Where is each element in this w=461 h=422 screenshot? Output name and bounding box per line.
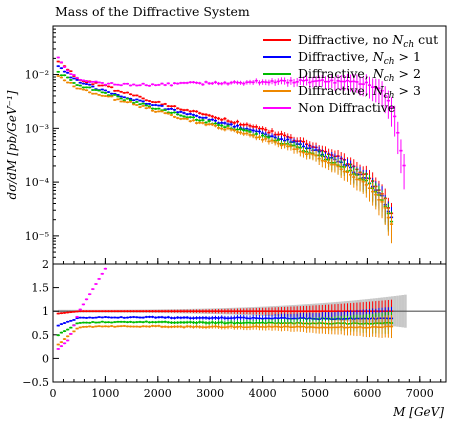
- x-tick-label: 0: [50, 387, 57, 400]
- legend-entry: Diffractive, no Nch cut: [298, 32, 438, 50]
- lower-y-tick-label: 2: [42, 258, 49, 271]
- lower-y-tick-label: 1: [42, 305, 49, 318]
- x-tick-label: 6000: [353, 387, 381, 400]
- legend-entry: Diffractive, Nch > 2: [298, 66, 421, 84]
- x-axis-label: M [GeV]: [392, 405, 444, 419]
- x-tick-label: 1000: [91, 387, 119, 400]
- chart-title: Mass of the Diffractive System: [55, 4, 250, 19]
- x-tick-label: 5000: [301, 387, 329, 400]
- upper-y-tick-label: 10⁻²: [25, 69, 49, 82]
- x-tick-label: 3000: [196, 387, 224, 400]
- lower-panel-frame: [52, 263, 447, 383]
- y-axis-label: dσ/dM [pb/GeV⁻¹]: [5, 90, 19, 199]
- lower-y-tick-label: 0.5: [32, 329, 50, 342]
- lower-y-ticks: −0.5 0 0.5 1 1.5 2: [22, 258, 59, 389]
- upper-y-tick-label: 10⁻⁵: [25, 230, 49, 243]
- legend-entry: Diffractive, Nch > 3: [298, 83, 421, 101]
- upper-y-tick-label: 10⁻³: [25, 122, 49, 135]
- x-tick-label: 2000: [144, 387, 172, 400]
- upper-panel-marks: [56, 56, 406, 244]
- lower-panel-marks: [56, 267, 394, 350]
- upper-y-ticks: 10⁻⁵ 10⁻⁴ 10⁻³ 10⁻²: [25, 25, 59, 265]
- legend-entry: Non Diffractive: [298, 100, 395, 115]
- legend-entry: Diffractive, Nch > 1: [298, 49, 421, 67]
- lower-y-tick-label: 1.5: [32, 282, 50, 295]
- x-ticks: 0 1000 2000 3000 4000 5000 6000 7000: [50, 258, 442, 400]
- lower-y-tick-label: −0.5: [22, 376, 49, 389]
- lower-y-tick-label: 0: [42, 352, 49, 365]
- x-tick-label: 4000: [249, 387, 277, 400]
- x-tick-label: 7000: [406, 387, 434, 400]
- upper-y-tick-label: 10⁻⁴: [25, 176, 50, 189]
